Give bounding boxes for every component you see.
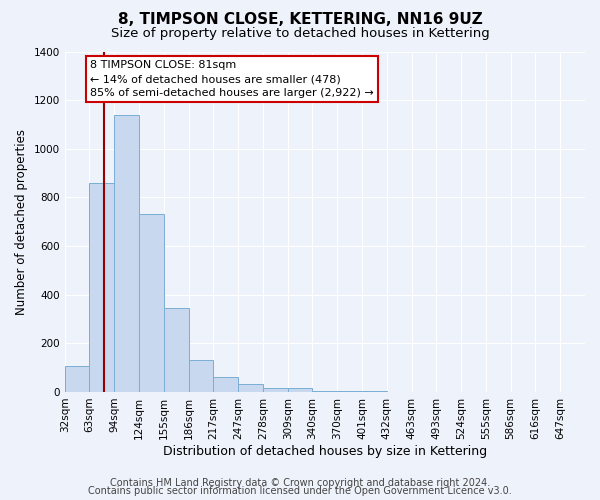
Text: Contains HM Land Registry data © Crown copyright and database right 2024.: Contains HM Land Registry data © Crown c… [110,478,490,488]
Bar [188,360,214,392]
Bar [114,114,139,392]
Bar [337,390,362,392]
Bar [238,384,263,392]
Text: Contains public sector information licensed under the Open Government Licence v3: Contains public sector information licen… [88,486,512,496]
Text: Size of property relative to detached houses in Kettering: Size of property relative to detached ho… [110,28,490,40]
Bar [362,390,387,392]
Y-axis label: Number of detached properties: Number of detached properties [15,128,28,314]
Bar [214,377,238,392]
Bar [139,214,164,392]
Bar [65,366,89,392]
Bar [164,308,188,392]
Text: 8 TIMPSON CLOSE: 81sqm
← 14% of detached houses are smaller (478)
85% of semi-de: 8 TIMPSON CLOSE: 81sqm ← 14% of detached… [90,60,374,98]
Bar [287,388,313,392]
Bar [313,390,337,392]
Bar [263,388,287,392]
Text: 8, TIMPSON CLOSE, KETTERING, NN16 9UZ: 8, TIMPSON CLOSE, KETTERING, NN16 9UZ [118,12,482,28]
X-axis label: Distribution of detached houses by size in Kettering: Distribution of detached houses by size … [163,444,487,458]
Bar [89,183,114,392]
